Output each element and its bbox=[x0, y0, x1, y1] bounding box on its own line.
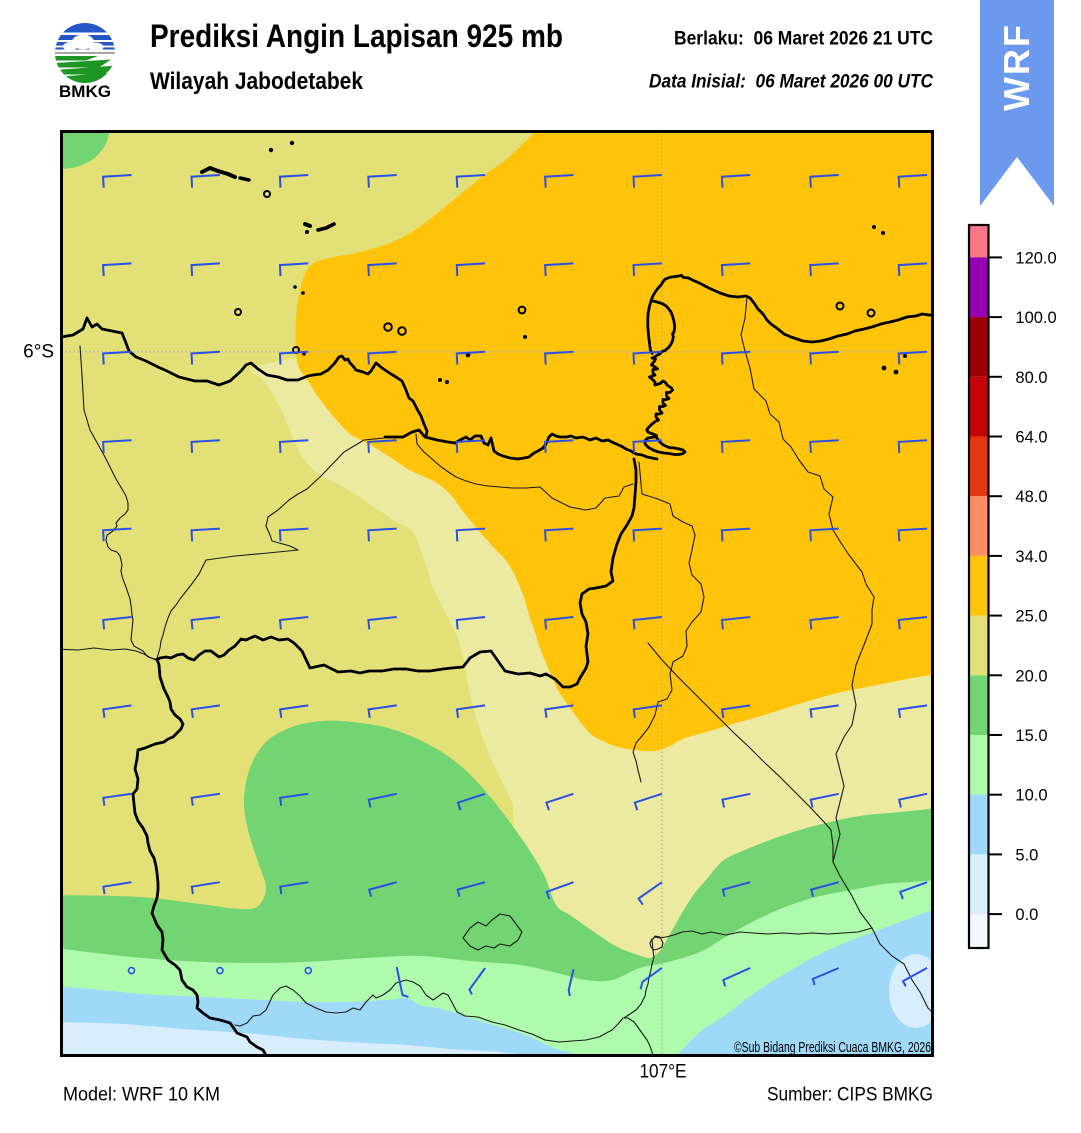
svg-text:25.0: 25.0 bbox=[1015, 608, 1047, 626]
svg-text:0.0: 0.0 bbox=[1015, 906, 1038, 924]
svg-text:BMKG: BMKG bbox=[59, 82, 111, 101]
svg-text:107°E: 107°E bbox=[640, 1062, 687, 1083]
svg-text:15.0: 15.0 bbox=[1015, 727, 1047, 745]
svg-text:Model: WRF 10 KM: Model: WRF 10 KM bbox=[63, 1085, 220, 1106]
svg-text:WRF: WRF bbox=[996, 23, 1037, 111]
svg-text:48.0: 48.0 bbox=[1015, 488, 1047, 506]
svg-text:©Sub Bidang Prediksi Cuaca BMK: ©Sub Bidang Prediksi Cuaca BMKG, 2026 bbox=[734, 1040, 931, 1056]
svg-text:5.0: 5.0 bbox=[1015, 846, 1038, 864]
svg-text:34.0: 34.0 bbox=[1015, 548, 1047, 566]
svg-text:120.0: 120.0 bbox=[1015, 249, 1056, 267]
svg-text:Data Inisial: 06 Maret 2026 0: Data Inisial: 06 Maret 2026 00 UTC bbox=[649, 72, 934, 93]
svg-text:Prediksi Angin Lapisan 925 mb: Prediksi Angin Lapisan 925 mb bbox=[150, 18, 563, 54]
svg-text:80.0: 80.0 bbox=[1015, 369, 1047, 387]
svg-text:6°S: 6°S bbox=[23, 342, 54, 363]
svg-text:100.0: 100.0 bbox=[1015, 309, 1056, 327]
svg-text:Wilayah Jabodetabek: Wilayah Jabodetabek bbox=[150, 68, 364, 95]
svg-text:Sumber: CIPS BMKG: Sumber: CIPS BMKG bbox=[767, 1085, 933, 1106]
svg-text:10.0: 10.0 bbox=[1015, 787, 1047, 805]
svg-text:20.0: 20.0 bbox=[1015, 667, 1047, 685]
svg-text:Berlaku: 06 Maret 2026 21 UTC: Berlaku: 06 Maret 2026 21 UTC bbox=[674, 29, 933, 50]
svg-text:64.0: 64.0 bbox=[1015, 429, 1047, 447]
